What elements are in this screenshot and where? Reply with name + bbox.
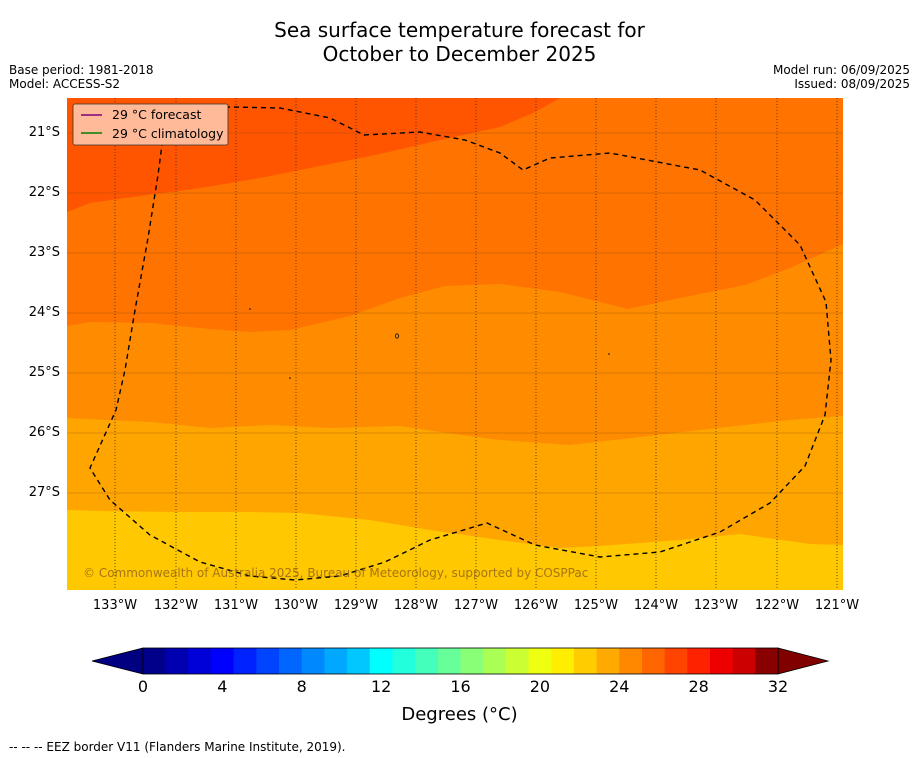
island-marker — [394, 333, 399, 339]
colorbar-tick-label: 8 — [296, 677, 307, 696]
longitude-tick-label: 130°W — [273, 598, 319, 613]
colorbar-segment — [528, 648, 552, 674]
colorbar-segment — [596, 648, 620, 674]
colorbar-segment — [551, 648, 575, 674]
colorbar-segment — [233, 648, 257, 674]
copyright-text: © Commonwealth of Australia 2025, Bureau… — [83, 566, 588, 580]
colorbar-segment — [641, 648, 666, 674]
map-gridlines — [67, 98, 843, 590]
title-line-2: October to December 2025 — [322, 42, 597, 66]
map-title: Sea surface temperature forecast for Oct… — [0, 18, 919, 66]
latitude-tick-label: 23°S — [28, 245, 60, 260]
colorbar-segment — [619, 648, 643, 674]
colorbar-segment — [188, 648, 212, 674]
colorbar-tick-label: 12 — [370, 677, 392, 696]
meta-left: Base period: 1981-2018 Model: ACCESS-S2 — [9, 63, 154, 91]
model-run: Model run: 06/09/2025 — [772, 63, 910, 77]
longitude-tick-label: 123°W — [693, 598, 739, 613]
longitude-tick-label: 124°W — [633, 598, 679, 613]
colorbar-segment — [279, 648, 303, 674]
colorbar-segment — [732, 648, 756, 674]
latitude-tick-label: 26°S — [28, 425, 60, 440]
colorbar-segment — [437, 648, 461, 674]
longitude-tick-label: 125°W — [573, 598, 619, 613]
legend-forecast-label: 29 °C forecast — [112, 107, 201, 122]
longitude-tick-label: 127°W — [453, 598, 499, 613]
longitude-tick-label: 129°W — [333, 598, 379, 613]
colorbar-tick-label: 4 — [217, 677, 228, 696]
colorbar-high-extension — [777, 647, 830, 675]
colorbar-low-extension — [91, 647, 144, 675]
longitude-tick-label: 122°W — [754, 598, 800, 613]
colorbar-tick-label: 20 — [529, 677, 551, 696]
colorbar-tick-label: 32 — [767, 677, 789, 696]
latitude-tick-label: 24°S — [28, 305, 60, 320]
colorbar-segment — [505, 648, 530, 674]
meta-right: Model run: 06/09/2025 Issued: 08/09/2025 — [773, 63, 910, 91]
issued-date: Issued: 08/09/2025 — [794, 77, 910, 91]
eez-footnote: -- -- -- EEZ border V11 (Flanders Marine… — [9, 740, 346, 754]
colorbar-outline — [142, 647, 779, 675]
base-period: Base period: 1981-2018 — [9, 63, 154, 77]
colorbar-segment — [143, 648, 167, 674]
latitude-tick-label: 22°S — [28, 185, 60, 200]
colorbar-tick-label: 16 — [450, 677, 471, 696]
island-marker — [249, 308, 251, 310]
longitude-tick-label: 121°W — [814, 598, 860, 613]
colorbar-units: Degrees (°C) — [401, 704, 518, 725]
colorbar-segment — [755, 648, 779, 674]
colorbar-segment — [165, 648, 189, 674]
colorbar-segment — [709, 648, 734, 674]
title-line-1: Sea surface temperature forecast for — [274, 18, 645, 42]
longitude-tick-label: 133°W — [92, 598, 138, 613]
colorbar-segment — [664, 648, 688, 674]
colorbar-segment — [324, 648, 348, 674]
eez-border — [89, 106, 832, 581]
model-name: Model: ACCESS-S2 — [9, 77, 121, 91]
colorbar-tick-label: 0 — [137, 677, 149, 696]
colorbar-segment — [460, 648, 484, 674]
island-marker — [608, 353, 610, 355]
longitude-tick-label: 132°W — [153, 598, 199, 613]
latitude-tick-label: 27°S — [28, 485, 60, 500]
colorbar-tick-label: 24 — [609, 677, 630, 696]
colorbar-segment — [256, 648, 280, 674]
colorbar-segment — [573, 648, 598, 674]
latitude-tick-label: 25°S — [28, 365, 60, 380]
map-legend: 29 °C forecast 29 °C climatology — [72, 103, 229, 146]
colorbar-segment — [483, 648, 507, 674]
island-marker — [289, 377, 291, 379]
longitude-tick-label: 131°W — [213, 598, 259, 613]
colorbar-segment — [211, 648, 235, 674]
colorbar-segment — [369, 648, 393, 674]
colorbar-segment — [347, 648, 371, 674]
colorbar-segment — [392, 648, 416, 674]
sst-map: © Commonwealth of Australia 2025, Bureau… — [67, 98, 843, 590]
colorbar-segment — [301, 648, 325, 674]
longitude-tick-label: 126°W — [513, 598, 559, 613]
colorbar-segment — [687, 648, 711, 674]
legend-box — [72, 103, 229, 146]
colorbar-tick-label: 28 — [688, 677, 709, 696]
colorbar — [91, 647, 830, 675]
longitude-tick-label: 128°W — [393, 598, 439, 613]
latitude-tick-label: 21°S — [28, 125, 60, 140]
legend-climatology-label: 29 °C climatology — [112, 126, 224, 141]
colorbar-segment — [415, 648, 439, 674]
